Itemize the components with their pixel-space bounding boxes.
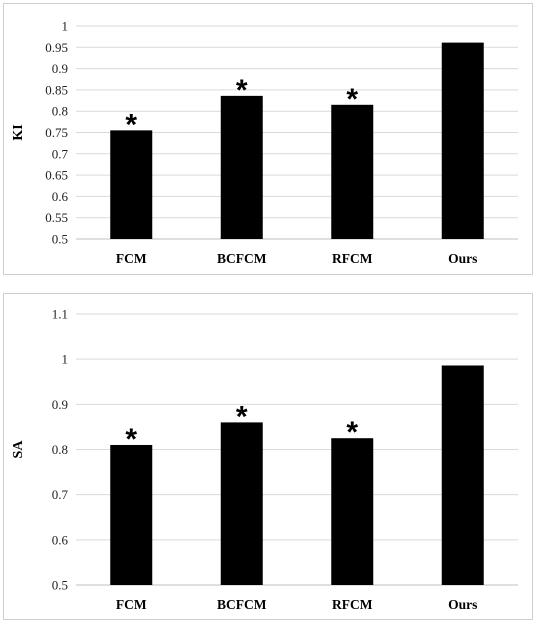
y-tick-label: 0.8 [52,442,68,457]
bar-ours [441,365,484,585]
y-tick-label: 0.5 [52,232,68,247]
bar-rfcm [331,438,374,585]
y-tick-label: 0.8 [52,104,68,119]
y-tick-label: 0.6 [52,189,69,204]
significance-marker: * [125,108,137,141]
bar-fcm [110,130,153,239]
x-category-label: FCM [116,251,147,266]
bar-fcm [110,444,153,585]
significance-marker: * [236,400,248,433]
significance-marker: * [236,74,248,107]
y-tick-label: 0.55 [45,210,68,225]
y-tick-label: 0.6 [52,532,69,547]
y-tick-label: 0.65 [45,168,68,183]
x-category-label: RFCM [332,251,373,266]
y-tick-label: 0.7 [52,487,69,502]
y-tick-label: 1 [62,352,69,367]
y-tick-label: 0.95 [45,40,68,55]
y-tick-label: 1.1 [52,307,68,322]
y-axis-label: KI [11,124,26,140]
bar-ours [441,42,484,239]
significance-marker: * [346,416,358,449]
ki-chart-panel: 0.5 0.55 0.6 0.65 0.7 0.75 0.8 0.85 0.9 0.95 1 KI FC… [3,3,533,275]
y-tick-label: 0.9 [52,61,68,76]
y-tick-label: 0.7 [52,146,69,161]
x-category-label: FCM [116,597,147,612]
x-category-label: RFCM [332,597,373,612]
sa-bar-chart: 0.5 0.6 0.7 0.8 0.9 1 1.1 SA FCM * BCFCM * RFCM * Ours [11,307,518,612]
x-category-label: BCFCM [217,251,267,266]
x-category-label: BCFCM [217,597,267,612]
x-category-label: Ours [448,597,477,612]
sa-chart-panel: 0.5 0.6 0.7 0.8 0.9 1 1.1 SA FCM * BCFCM * RFCM * Ours [3,293,533,620]
bar-rfcm [331,104,374,239]
ki-bar-chart: 0.5 0.55 0.6 0.65 0.7 0.75 0.8 0.85 0.9 0.95 1 KI FC… [11,19,518,266]
y-tick-label: 0.75 [45,125,68,140]
y-tick-label: 0.85 [45,82,68,97]
y-tick-label: 1 [62,19,69,34]
y-tick-label: 0.9 [52,397,68,412]
x-category-label: Ours [448,251,477,266]
y-tick-label: 0.5 [52,578,68,593]
significance-marker: * [346,83,358,116]
bar-bcfcm [220,95,263,239]
bar-bcfcm [220,422,263,585]
y-axis-label: SA [11,440,26,459]
significance-marker: * [125,423,137,456]
